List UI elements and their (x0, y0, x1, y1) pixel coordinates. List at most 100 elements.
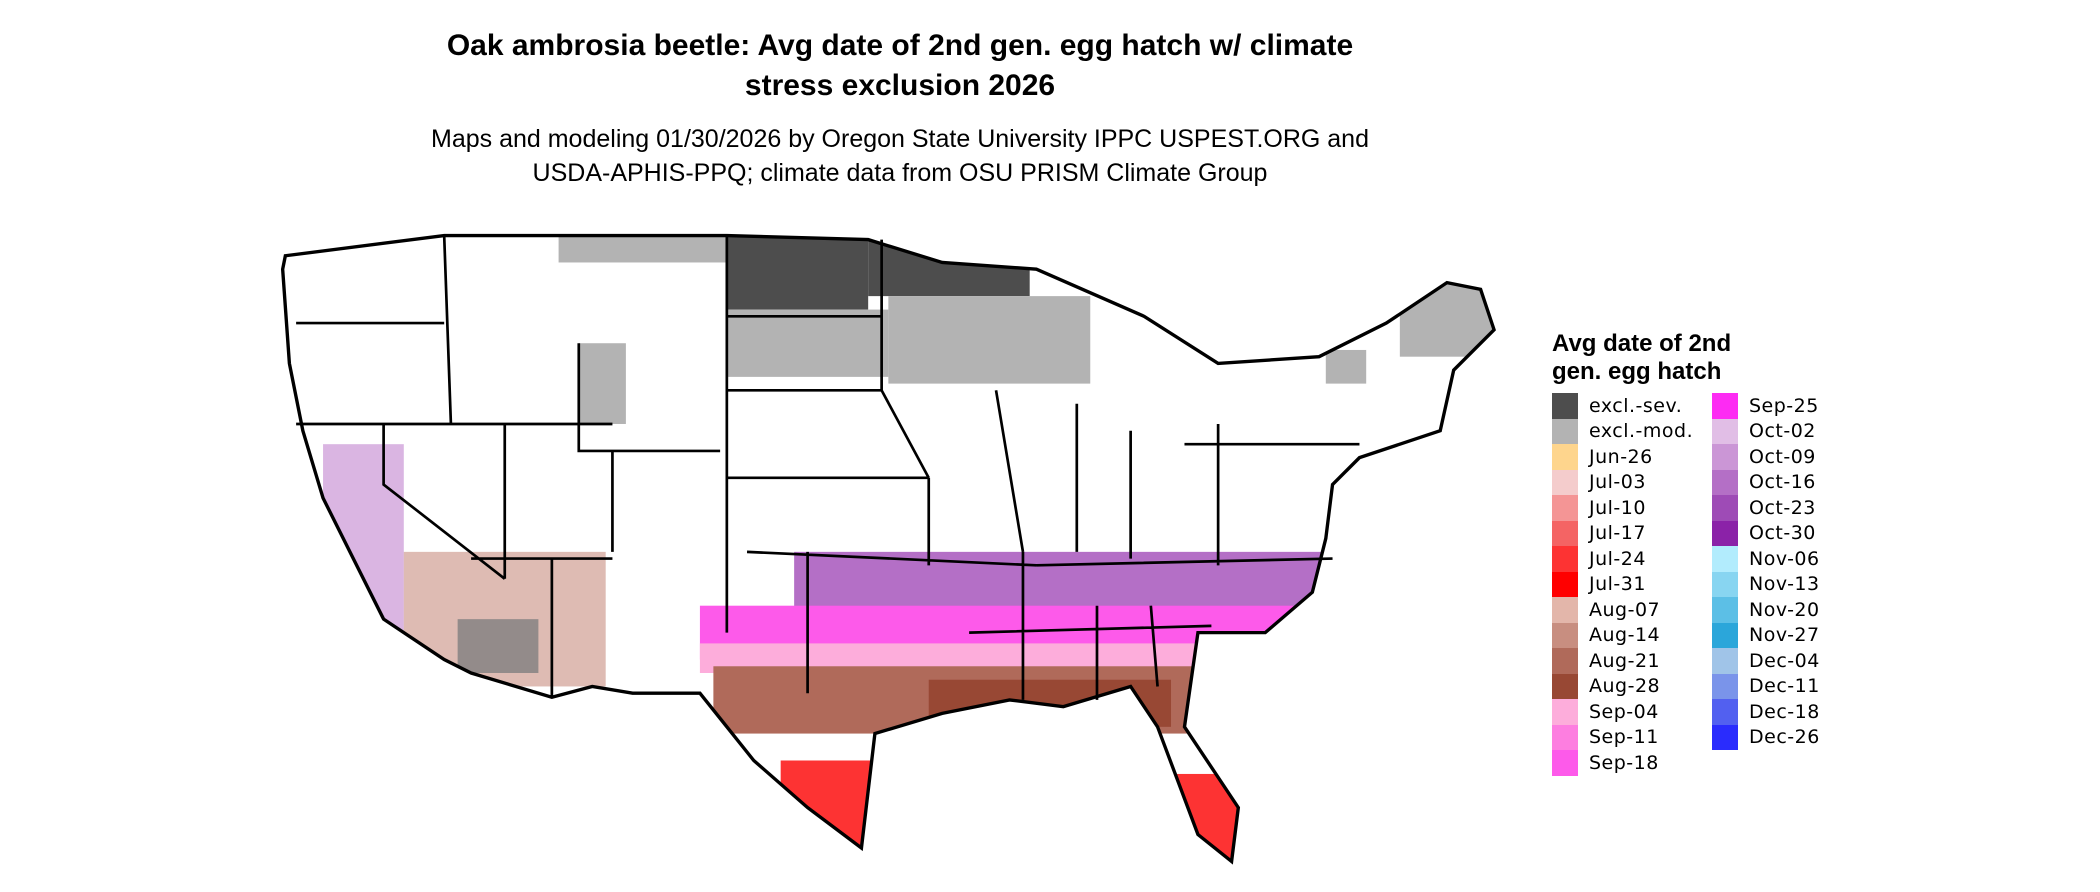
legend-item: Aug-07 (1552, 597, 1693, 623)
title-line-2: stress exclusion 2026 (744, 69, 1056, 102)
legend-label: Nov-06 (1749, 547, 1820, 570)
legend-item: excl.-sev. (1552, 393, 1693, 419)
legend-item: Sep-11 (1552, 724, 1693, 750)
region-excl-mod (726, 309, 889, 377)
legend-label: Dec-18 (1749, 700, 1820, 723)
legend-swatch (1712, 622, 1738, 648)
legend-item: Jul-10 (1552, 495, 1693, 521)
legend-swatch (1552, 597, 1578, 623)
legend-item: Jul-03 (1552, 469, 1693, 495)
legend-label: Nov-20 (1749, 598, 1820, 621)
legend-swatch (1552, 673, 1578, 699)
legend-item: Dec-04 (1712, 648, 1820, 674)
legend-item: Jul-24 (1552, 546, 1693, 572)
legend-label: Oct-02 (1749, 420, 1816, 443)
legend-label: Jul-17 (1589, 522, 1646, 545)
legend-swatch (1552, 699, 1578, 725)
legend-label: Oct-09 (1749, 445, 1816, 468)
legend-label: Dec-26 (1749, 726, 1820, 749)
legend-item: Nov-27 (1712, 622, 1820, 648)
legend-swatch (1552, 393, 1578, 419)
legend-item: Aug-21 (1552, 648, 1693, 674)
legend-item: Nov-20 (1712, 597, 1820, 623)
legend-item: Dec-26 (1712, 724, 1820, 750)
region-excl-mod (1325, 349, 1367, 384)
region-excl-mod (578, 343, 626, 424)
legend-label: Oct-30 (1749, 522, 1816, 545)
legend-swatch (1552, 444, 1578, 470)
legend-label: Jul-31 (1589, 573, 1646, 596)
title-line-1: Oak ambrosia beetle: Avg date of 2nd gen… (446, 29, 1354, 62)
legend-label: Aug-07 (1589, 598, 1661, 621)
legend-title: Avg date of 2nd gen. egg hatch (1552, 330, 1731, 386)
legend-column-2: Sep-25 Oct-02 Oct-09 Oct-16 Oct-23 Oct-30 Nov-… (1712, 393, 1820, 750)
legend-label: Sep-04 (1589, 700, 1659, 723)
legend-swatch (1712, 673, 1738, 699)
region-southwest (457, 619, 539, 673)
legend-label: Aug-21 (1589, 649, 1661, 672)
legend-label: Dec-11 (1749, 675, 1820, 698)
legend-title-line-2: gen. egg hatch (1552, 358, 1722, 385)
subtitle-line-2: USDA-APHIS-PPQ; climate data from OSU PR… (532, 159, 1268, 187)
legend-item: excl.-mod. (1552, 418, 1693, 444)
region-excl-sev (726, 235, 869, 310)
legend-swatch (1712, 597, 1738, 623)
legend-item: Jun-26 (1552, 444, 1693, 470)
region-excl-mod (888, 296, 1091, 384)
legend-item: Aug-28 (1552, 673, 1693, 699)
region-excl-mod (558, 235, 727, 263)
region-excl-mod (1399, 275, 1495, 357)
legend-swatch (1712, 546, 1738, 572)
map-subtitle: Maps and modeling 01/30/2026 by Oregon S… (300, 122, 1500, 190)
subtitle-line-1: Maps and modeling 01/30/2026 by Oregon S… (431, 125, 1369, 153)
legend-label: Jun-26 (1589, 445, 1653, 468)
legend-label: Sep-11 (1589, 726, 1659, 749)
legend-swatch (1712, 418, 1738, 444)
legend-swatch (1712, 571, 1738, 597)
legend-swatch (1712, 648, 1738, 674)
state-borders (296, 235, 1360, 700)
legend-label: Nov-27 (1749, 624, 1820, 647)
map-title: Oak ambrosia beetle: Avg date of 2nd gen… (300, 26, 1500, 106)
legend-label: Sep-25 (1749, 394, 1819, 417)
legend-label: Aug-14 (1589, 624, 1661, 647)
legend-swatch (1552, 546, 1578, 572)
legend-item: Jul-31 (1552, 571, 1693, 597)
legend-label: Nov-13 (1749, 573, 1820, 596)
legend-swatch (1712, 444, 1738, 470)
legend-item: Oct-02 (1712, 418, 1820, 444)
legend-label: Jul-10 (1589, 496, 1646, 519)
legend-swatch (1552, 648, 1578, 674)
legend-label: excl.-sev. (1589, 394, 1683, 417)
legend-item: Sep-25 (1712, 393, 1820, 419)
legend-label: Jul-24 (1589, 547, 1646, 570)
legend-label: Sep-18 (1589, 751, 1659, 774)
legend-swatch (1552, 495, 1578, 521)
legend-swatch (1552, 571, 1578, 597)
legend-swatch (1552, 750, 1578, 776)
us-outline (280, 233, 1496, 865)
legend-swatch (1552, 469, 1578, 495)
legend-swatch (1552, 622, 1578, 648)
legend-item: Sep-04 (1552, 699, 1693, 725)
legend-item: Nov-13 (1712, 571, 1820, 597)
legend-item: Oct-16 (1712, 469, 1820, 495)
legend-column-1: excl.-sev. excl.-mod. Jun-26 Jul-03 Jul-10 Ju… (1552, 393, 1693, 776)
legend-swatch (1712, 393, 1738, 419)
legend-label: Jul-03 (1589, 471, 1646, 494)
legend-swatch (1712, 520, 1738, 546)
legend-label: Aug-28 (1589, 675, 1661, 698)
legend-swatch (1712, 495, 1738, 521)
legend-item: Sep-18 (1552, 750, 1693, 776)
legend-swatch (1712, 469, 1738, 495)
legend-label: Dec-04 (1749, 649, 1820, 672)
legend-swatch (1712, 724, 1738, 750)
legend-item: Nov-06 (1712, 546, 1820, 572)
region-southwest (323, 444, 404, 633)
legend-item: Dec-11 (1712, 673, 1820, 699)
legend-item: Oct-09 (1712, 444, 1820, 470)
legend-swatch (1552, 724, 1578, 750)
legend-label: Oct-16 (1749, 471, 1816, 494)
legend-item: Aug-14 (1552, 622, 1693, 648)
